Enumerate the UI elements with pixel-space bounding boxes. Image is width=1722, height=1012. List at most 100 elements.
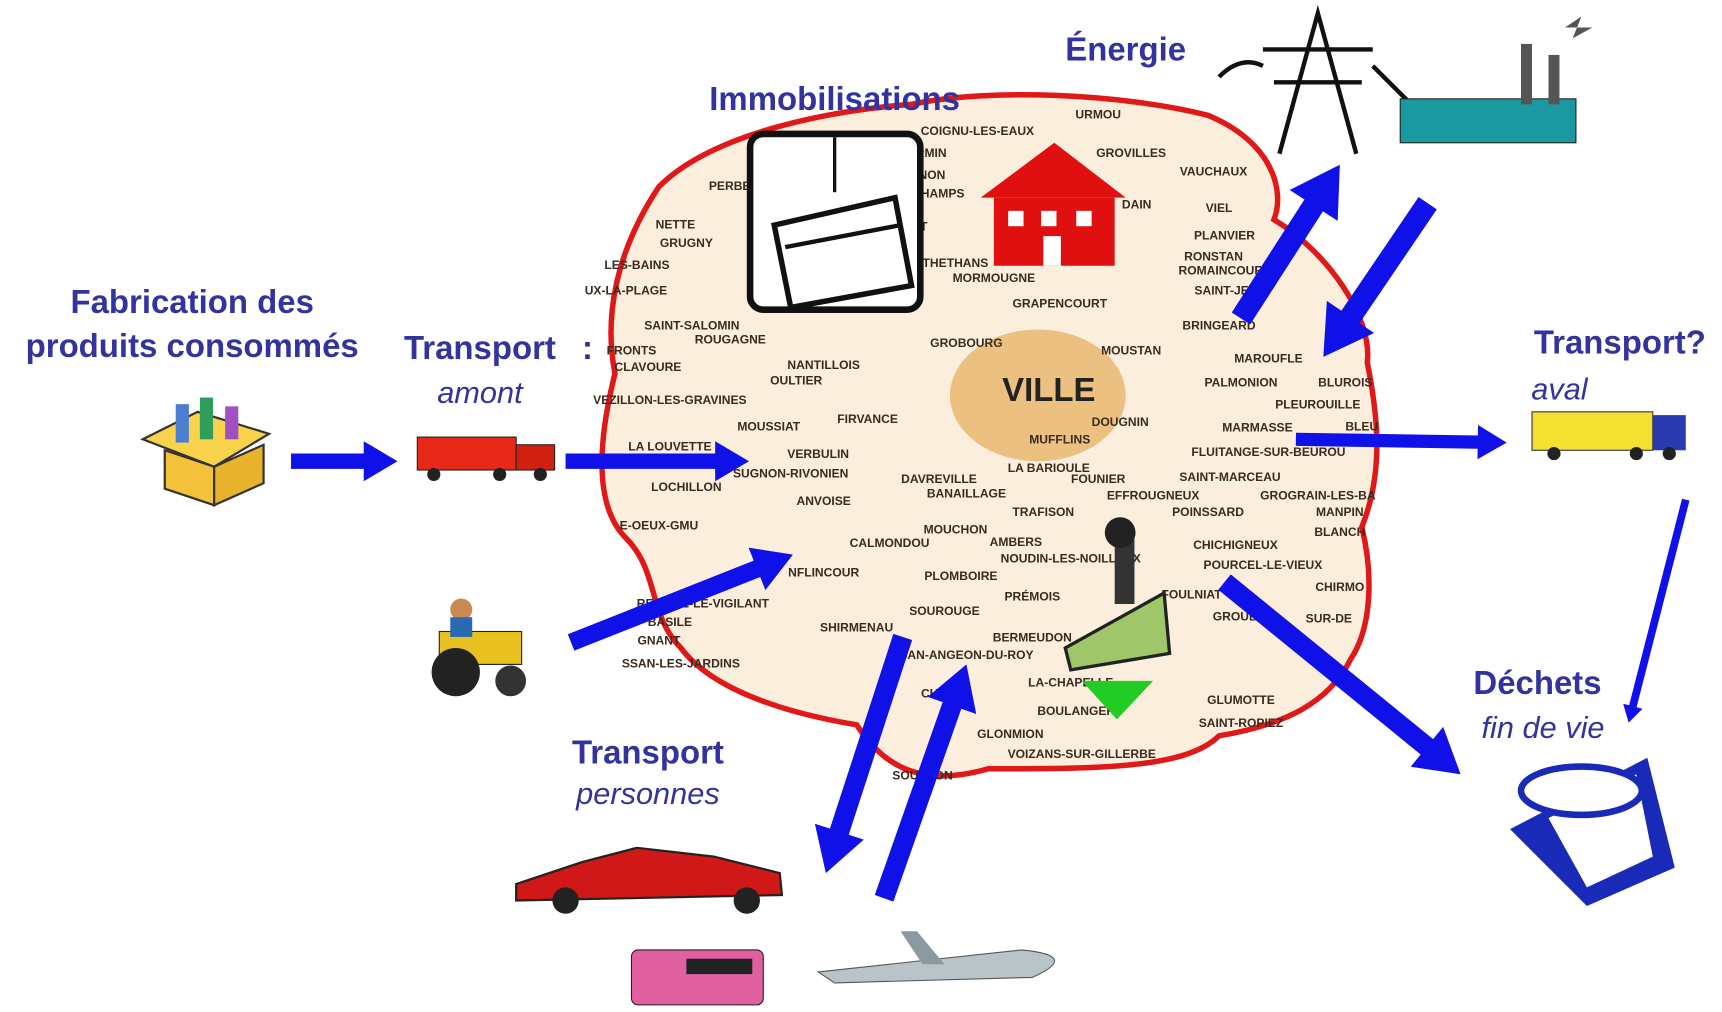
town-name: PALMONION (1205, 376, 1278, 390)
town-name: PLANVIER (1194, 228, 1255, 242)
car-icon (516, 848, 782, 914)
truck-icon (417, 437, 554, 481)
town-name: SHIRMENAU (820, 620, 893, 634)
plane-icon (818, 931, 1054, 983)
town-name: LOCHILLON (651, 480, 721, 494)
label: Transport (572, 733, 724, 770)
town-name: E-OEUX-GMU (620, 518, 699, 532)
town-name: BLEU (1345, 419, 1378, 433)
town-name: AMBERS (990, 535, 1042, 549)
diagram: URMOUCOIGNU-LES-EAUXBURMINGROVILLESVAUCH… (0, 0, 1722, 1012)
page: URMOUCOIGNU-LES-EAUXBURMINGROVILLESVAUCH… (0, 0, 1722, 1012)
pylon-icon (1219, 13, 1411, 154)
town-name: COIGNU-LES-EAUX (921, 124, 1034, 138)
label: aval (1531, 372, 1589, 407)
town-name: DOUGNIN (1092, 415, 1149, 429)
town-name: URMOU (1075, 108, 1121, 122)
town-name: GROVILLES (1096, 146, 1166, 160)
label: personnes (575, 776, 720, 811)
town-name: BLANCH (1314, 525, 1365, 539)
arrow (1323, 197, 1436, 357)
town-name: CLAVOURE (615, 360, 682, 374)
town-name: SUR-DE (1306, 612, 1352, 626)
town-name: NETTE (656, 217, 696, 231)
town-name: VEZILLON-LES-GRAVINES (593, 393, 746, 407)
town-name: MAROUFLE (1234, 351, 1302, 365)
town-name: FOULNIAT (1161, 588, 1222, 602)
town-name: CALMONDOU (850, 536, 930, 550)
label: Transport? (1534, 324, 1706, 361)
town-name: FOUNIER (1071, 472, 1126, 486)
town-name: GROBOURG (930, 336, 1002, 350)
town-name: BLUROIS (1318, 376, 1372, 390)
town-name: SSAN-LES-JARDINS (622, 657, 740, 671)
label: amont (437, 375, 524, 410)
label: Transport (404, 329, 556, 366)
town-name: MORMOUGNE (953, 271, 1036, 285)
town-name: DAIN (1122, 198, 1152, 212)
town-name: LA LOUVETTE (628, 439, 711, 453)
label: Énergie (1065, 30, 1186, 67)
town-name: PRÉMOIS (1004, 589, 1060, 604)
town-name: CHIRMO (1315, 580, 1364, 594)
town-name: GLONMION (977, 727, 1043, 741)
town-name: CHICHIGNEUX (1193, 538, 1278, 552)
town-name: GRUGNY (660, 236, 713, 250)
town-name: MOUSSIAT (737, 419, 800, 433)
town-name: SUGNON-RIVONIEN (733, 467, 848, 481)
town-name: FIRVANCE (837, 412, 898, 426)
town-name: MOUSTAN (1101, 344, 1161, 358)
town-name: GRAPENCOURT (1012, 296, 1107, 310)
arrow (291, 441, 398, 481)
yellow-truck-icon (1532, 412, 1686, 460)
town-name: PLOMBOIRE (924, 569, 997, 583)
city-name: VILLE (1002, 371, 1095, 408)
town-name: POURCEL-LE-VIEUX (1204, 558, 1323, 572)
crane-sign-icon (750, 134, 920, 310)
town-name: DAVREVILLE (901, 472, 977, 486)
town-name: BERMEUDON (993, 630, 1072, 644)
trash-can-icon (1510, 758, 1675, 906)
label: Fabrication des (70, 283, 313, 320)
town-name: ROUGAGNE (695, 333, 766, 347)
town-name: SAINT-MARCEAU (1179, 470, 1280, 484)
town-name: VIEL (1206, 201, 1233, 215)
town-name: FRONTS (607, 344, 657, 358)
town-name: PLEUROUILLE (1275, 398, 1360, 412)
bus-icon (631, 950, 763, 1005)
box-icon (143, 398, 269, 506)
town-name: MUFFLINS (1029, 433, 1090, 447)
town-name: NFLINCOUR (788, 566, 859, 580)
town-name: VAUCHAUX (1180, 165, 1248, 179)
town-name: GLUMOTTE (1207, 693, 1275, 707)
town-name: FLUITANGE-SUR-BEUROU (1191, 445, 1345, 459)
town-name: ANVOISE (796, 494, 850, 508)
town-name: MANPIN (1316, 505, 1364, 519)
town-name: POINSSARD (1172, 505, 1244, 519)
town-name: MOUCHON (924, 523, 988, 537)
town-name: GNANT (637, 634, 681, 648)
label: fin de vie (1481, 710, 1604, 745)
label: : (582, 329, 593, 366)
town-name: VERBULIN (787, 447, 849, 461)
town-name: SAN-ANGEON-DU-ROY (899, 648, 1033, 662)
label: Immobilisations (709, 80, 960, 117)
town-name: RONSTAN (1184, 249, 1243, 263)
town-name: VOIZANS-SUR-GILLERBE (1008, 747, 1156, 761)
town-name: BANAILLAGE (927, 486, 1006, 500)
town-name: NANTILLOIS (787, 358, 859, 372)
town-name: SAINT-SALOMIN (644, 318, 739, 332)
town-name: SOUROUGE (909, 604, 979, 618)
label: Déchets (1473, 664, 1601, 701)
label: produits consommés (26, 327, 359, 364)
arrow (1623, 499, 1689, 723)
town-name: MARMASSE (1222, 421, 1292, 435)
town-name: LES-BAINS (604, 258, 669, 272)
town-name: OULTIER (770, 373, 822, 387)
tractor-icon (432, 599, 526, 697)
town-name: GROGRAIN-LES-BA (1260, 489, 1376, 503)
town-name: SAINT-ROPIEZ (1199, 716, 1284, 730)
power-plant-icon (1400, 16, 1592, 142)
town-name: THETHANS (923, 256, 989, 270)
town-name: TRAFISON (1012, 505, 1074, 519)
